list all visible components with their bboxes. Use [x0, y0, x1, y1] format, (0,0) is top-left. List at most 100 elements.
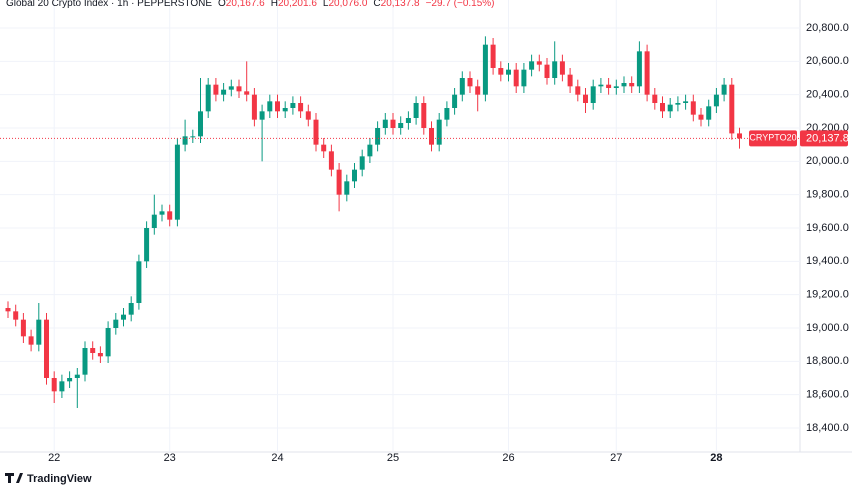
candle-body — [298, 103, 304, 112]
candle-body — [144, 228, 150, 262]
candle-body — [159, 211, 165, 215]
candle-body — [221, 89, 227, 95]
y-tick-label: 18,600.0 — [806, 389, 849, 401]
candle-body — [359, 156, 365, 170]
candle-body — [521, 69, 527, 87]
y-tick-label: 19,400.0 — [806, 255, 849, 267]
symbol-tag-label: CRYPTO20 — [749, 133, 796, 143]
candle-body — [20, 319, 26, 337]
candle-body — [128, 303, 134, 315]
candle-body — [467, 78, 473, 87]
candle-body — [74, 374, 80, 378]
price-tag — [800, 130, 848, 147]
candle-body — [675, 103, 681, 105]
candle-body — [151, 214, 157, 228]
candle-body — [5, 308, 11, 312]
candle-body — [575, 86, 581, 95]
symbol-tag — [749, 130, 797, 147]
candle-body — [28, 336, 34, 345]
candle-body — [698, 114, 704, 120]
candle-body — [121, 314, 126, 320]
legend-key: C — [373, 0, 380, 9]
candle-body — [305, 111, 311, 120]
candle-body — [683, 101, 689, 103]
header: Global 20 Crypto Index · 1h · PEPPERSTON… — [6, 0, 495, 9]
brand: TradingView — [5, 473, 92, 485]
candle-body — [721, 84, 727, 95]
candle-body — [321, 144, 327, 152]
y-tick-label: 20,000.0 — [806, 155, 849, 167]
candle-body — [629, 83, 635, 87]
candle-body — [97, 353, 103, 357]
y-tick-label: 18,800.0 — [806, 355, 849, 367]
x-tick-label: 23 — [164, 452, 176, 464]
candle-body — [606, 84, 612, 88]
candle-body — [706, 106, 712, 120]
candle-body — [213, 84, 219, 95]
legend-value: 20,076.0 — [328, 0, 367, 9]
candle-body — [660, 103, 665, 112]
y-tick-label: 20,600.0 — [806, 55, 849, 67]
candle-body — [421, 103, 427, 128]
candle-body — [498, 68, 504, 75]
x-tick-label: 22 — [48, 452, 60, 464]
legend-value: 20,201.6 — [278, 0, 317, 9]
candle-body — [67, 378, 73, 382]
candle-body — [82, 348, 88, 375]
candle-body — [729, 84, 735, 134]
candle-body — [105, 328, 111, 357]
candle-body — [136, 261, 142, 303]
candle-body — [59, 381, 65, 392]
candle-body — [737, 133, 742, 139]
candle-body — [652, 94, 658, 103]
candle-body — [344, 181, 350, 195]
candle-body — [444, 108, 450, 120]
candle-body — [382, 119, 388, 128]
candle-body — [583, 94, 588, 103]
legend-change: −29.7 (−0.15%) — [426, 0, 495, 9]
candle-body — [405, 118, 411, 123]
candle-body — [251, 94, 257, 120]
y-tick-label: 20,800.0 — [806, 22, 849, 34]
candle-body — [621, 83, 627, 87]
candle-body — [398, 123, 404, 128]
candle-body — [413, 103, 419, 118]
candle-body — [690, 101, 696, 115]
candle-body — [313, 119, 319, 145]
candle-body — [506, 69, 511, 75]
candle-body — [513, 69, 519, 87]
candle-body — [90, 348, 96, 353]
candle-body — [228, 86, 234, 90]
candle-body — [182, 136, 188, 145]
legend-key: O — [218, 0, 226, 9]
legend-key: L — [323, 0, 329, 9]
candle-body — [390, 119, 396, 128]
legend-key: H — [271, 0, 278, 9]
x-tick-label: 26 — [502, 452, 514, 464]
candle-body — [559, 61, 565, 75]
candle-body — [567, 74, 573, 87]
y-tick-label: 19,200.0 — [806, 289, 849, 301]
candle-body — [598, 84, 604, 87]
candle-body — [190, 136, 196, 138]
candle-body — [167, 211, 173, 220]
candle-body — [198, 111, 203, 137]
candle-body — [275, 101, 280, 112]
grid — [0, 0, 800, 452]
candle-body — [13, 311, 19, 320]
price-tag-label: 20,137.8 — [806, 132, 849, 144]
y-tick-label: 18,400.0 — [806, 422, 849, 434]
x-tick-label: 27 — [610, 452, 622, 464]
candle-body — [205, 84, 211, 112]
candle-body — [613, 86, 619, 88]
candle-body — [328, 151, 334, 170]
candle-body — [44, 319, 49, 378]
candle-body — [336, 169, 342, 195]
candle-body — [259, 111, 265, 120]
y-tick-label: 19,800.0 — [806, 189, 849, 201]
brand-name: TradingView — [27, 473, 92, 485]
candle-body — [244, 91, 250, 95]
candle-body — [713, 94, 719, 107]
